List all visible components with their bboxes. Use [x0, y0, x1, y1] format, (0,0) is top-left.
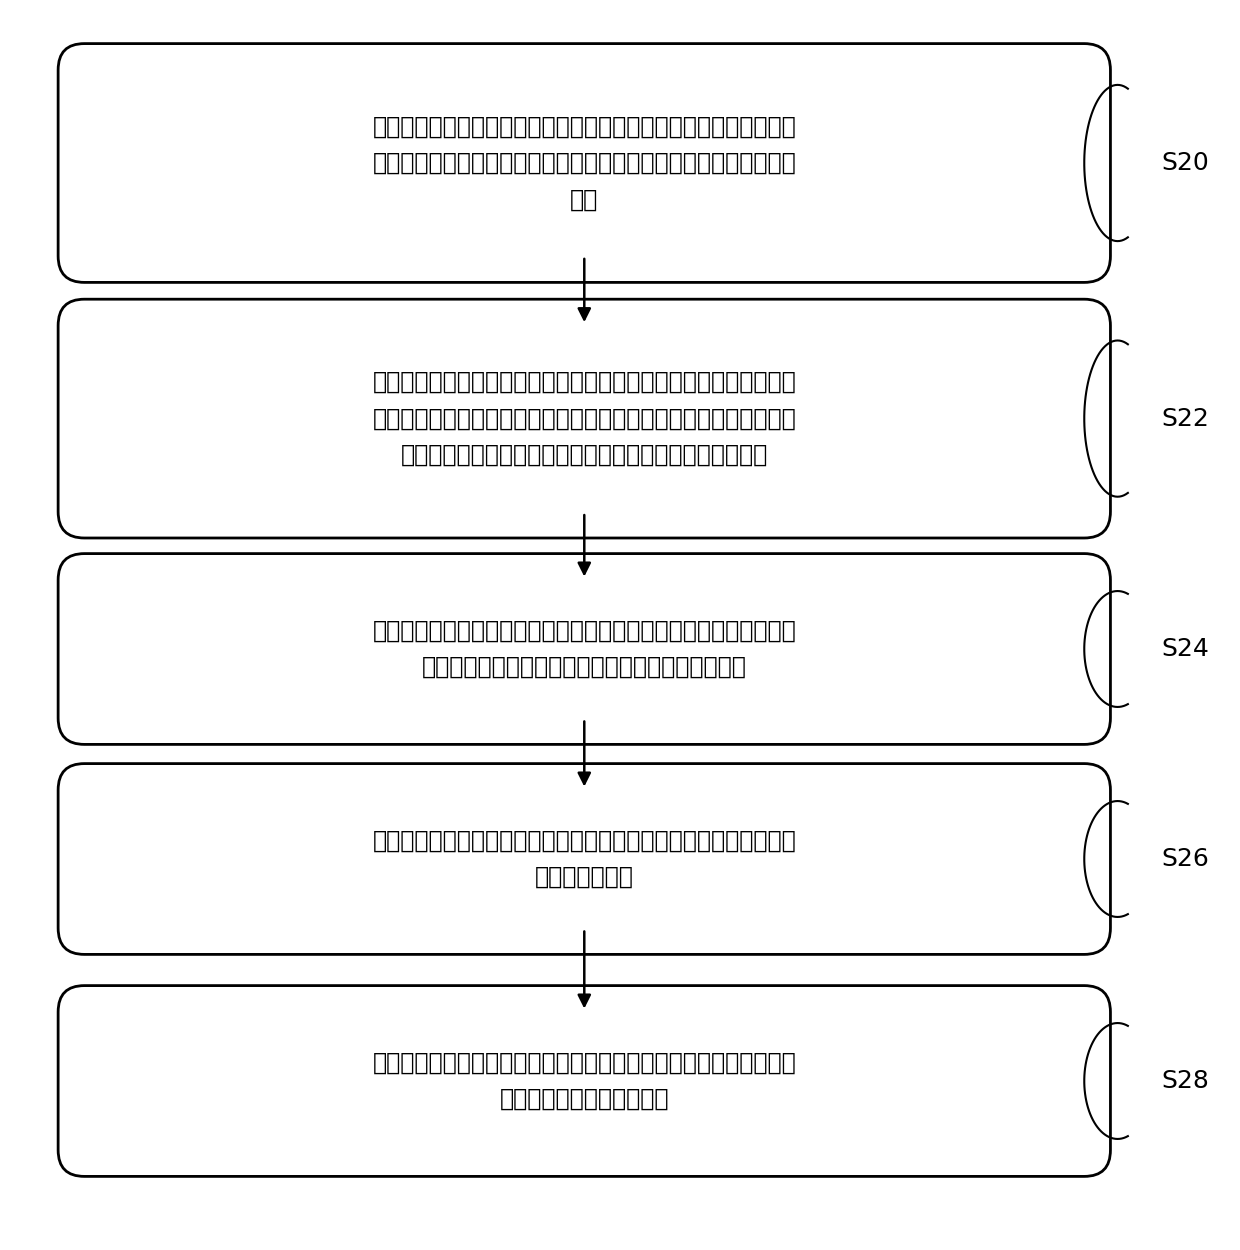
- Text: 利用所述多时间窗口融合数据对所述目标设备进行故障诊断，获得所
述目标设备的故障诊断结果: 利用所述多时间窗口融合数据对所述目标设备进行故障诊断，获得所 述目标设备的故障诊…: [372, 1051, 796, 1111]
- FancyBboxPatch shape: [58, 299, 1111, 538]
- Text: S26: S26: [1162, 848, 1209, 871]
- Text: S22: S22: [1162, 406, 1209, 430]
- Text: S20: S20: [1162, 151, 1209, 175]
- FancyBboxPatch shape: [58, 764, 1111, 955]
- Text: S24: S24: [1162, 638, 1209, 661]
- FancyBboxPatch shape: [58, 44, 1111, 282]
- Text: 分别对每个所述多源监控数据集中分割处理后的多源监控数据进行特
征提取，获得相应时间窗口长度对应的多源特征数据: 分别对每个所述多源监控数据集中分割处理后的多源监控数据进行特 征提取，获得相应时…: [372, 619, 796, 679]
- Text: 基于多个不同的时间窗口长度对所述多源监控数据进行数据分割处理
，将基于不同的时间窗口长度分割处理后的多源监控数据分别存入不
同的数据集，获得各时间窗口长度所对应: 基于多个不同的时间窗口长度对所述多源监控数据进行数据分割处理 ，将基于不同的时间…: [372, 370, 796, 468]
- FancyBboxPatch shape: [58, 554, 1111, 745]
- Text: 获取目标设备在当前时间点之前预设时间长度内的多源监控数据，所
述多源监控数据包括对所述目标设备采集的多种监控参数类型的监控
数据: 获取目标设备在当前时间点之前预设时间长度内的多源监控数据，所 述多源监控数据包括…: [372, 115, 796, 211]
- FancyBboxPatch shape: [58, 985, 1111, 1176]
- Text: S28: S28: [1162, 1069, 1209, 1092]
- Text: 对各时间窗口长度对应的多源特征数据进行第一融合处理，获得多时
间窗口融合数据: 对各时间窗口长度对应的多源特征数据进行第一融合处理，获得多时 间窗口融合数据: [372, 829, 796, 889]
